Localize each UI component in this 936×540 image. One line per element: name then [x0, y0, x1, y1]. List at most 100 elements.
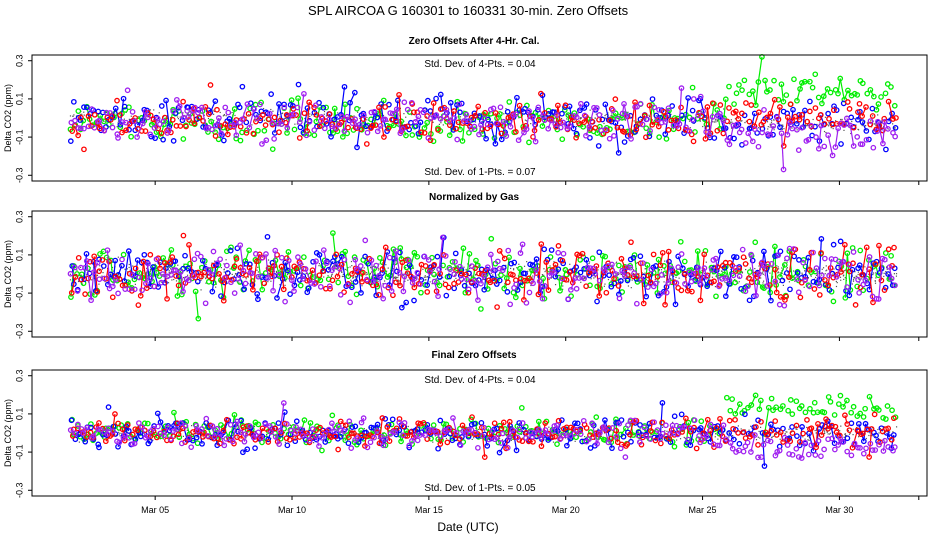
data-point — [833, 274, 840, 280]
data-point — [513, 111, 519, 118]
data-point — [859, 119, 866, 125]
data-point — [768, 297, 774, 304]
series-segment — [783, 117, 789, 147]
data-point — [764, 283, 771, 289]
series-segment — [346, 116, 353, 124]
raw-point — [96, 125, 98, 127]
data-point — [672, 301, 679, 308]
data-point — [227, 247, 234, 254]
raw-point — [660, 269, 663, 271]
raw-point — [735, 280, 737, 283]
raw-point — [232, 268, 234, 270]
data-point — [242, 280, 249, 287]
raw-point — [675, 274, 677, 276]
data-point — [259, 255, 265, 261]
raw-point — [878, 432, 880, 434]
data-point — [559, 136, 566, 143]
raw-point — [350, 431, 353, 433]
data-point — [645, 272, 652, 279]
data-point — [722, 96, 729, 103]
raw-point — [200, 271, 202, 273]
raw-point — [424, 279, 426, 281]
raw-point — [177, 118, 180, 120]
raw-point — [532, 275, 534, 277]
raw-point — [705, 261, 707, 263]
data-point — [216, 270, 222, 277]
data-point — [287, 291, 293, 298]
data-point — [724, 137, 731, 143]
data-point — [863, 244, 870, 251]
raw-point — [168, 270, 170, 272]
raw-point — [762, 280, 765, 282]
data-point — [126, 286, 133, 293]
raw-point — [438, 123, 441, 126]
raw-point — [638, 273, 640, 275]
data-point — [526, 108, 532, 114]
data-point — [349, 120, 356, 127]
raw-point — [619, 273, 621, 275]
data-point — [628, 239, 634, 246]
raw-point — [560, 118, 563, 120]
data-point — [504, 289, 511, 295]
data-point — [288, 112, 295, 118]
data-point — [81, 104, 87, 110]
data-point — [726, 277, 733, 284]
series-segment — [531, 117, 537, 142]
raw-point — [594, 117, 596, 119]
raw-point — [741, 271, 743, 273]
data-point — [802, 107, 808, 114]
raw-point — [138, 272, 140, 274]
data-point — [504, 108, 511, 115]
data-point — [476, 270, 482, 277]
data-point — [430, 100, 437, 106]
raw-point — [816, 123, 818, 126]
data-point — [443, 292, 450, 299]
raw-point — [342, 275, 344, 278]
raw-point — [459, 118, 462, 120]
data-point — [214, 260, 221, 267]
data-point — [791, 76, 797, 83]
data-point — [658, 272, 665, 278]
data-point — [784, 255, 790, 262]
data-point — [818, 272, 825, 279]
series-segment — [299, 93, 305, 123]
data-point — [173, 273, 179, 279]
data-point — [119, 262, 125, 269]
data-point — [842, 241, 848, 248]
raw-point — [385, 270, 388, 272]
raw-point — [781, 272, 783, 275]
data-point — [427, 269, 433, 275]
raw-point — [316, 114, 318, 116]
raw-point — [452, 267, 454, 269]
panel-2-frame — [31, 210, 928, 338]
data-point — [198, 273, 204, 280]
series-segment — [788, 252, 793, 278]
raw-point — [279, 116, 281, 118]
data-point — [841, 122, 847, 128]
data-point — [363, 276, 370, 283]
raw-point — [761, 272, 764, 274]
data-point — [411, 249, 418, 256]
series-segment — [111, 108, 117, 118]
raw-point — [827, 433, 829, 435]
raw-point — [560, 282, 562, 284]
raw-point — [207, 117, 210, 120]
raw-point — [212, 113, 215, 115]
data-point — [577, 269, 584, 276]
chart-title: SPL AIRCOA G 160301 to 160331 30-min. Ze… — [308, 3, 629, 18]
raw-point — [85, 276, 87, 278]
raw-point — [722, 121, 724, 123]
raw-point — [238, 282, 240, 284]
raw-point — [477, 263, 479, 265]
raw-point — [200, 279, 202, 281]
data-point — [716, 283, 722, 290]
series-segment — [142, 261, 148, 289]
series-segment — [888, 101, 894, 120]
raw-point — [766, 121, 769, 123]
raw-point — [356, 122, 358, 125]
data-point — [374, 114, 381, 121]
raw-point — [779, 272, 781, 274]
data-point — [218, 130, 224, 137]
data-point — [251, 106, 257, 112]
raw-point — [152, 439, 154, 441]
